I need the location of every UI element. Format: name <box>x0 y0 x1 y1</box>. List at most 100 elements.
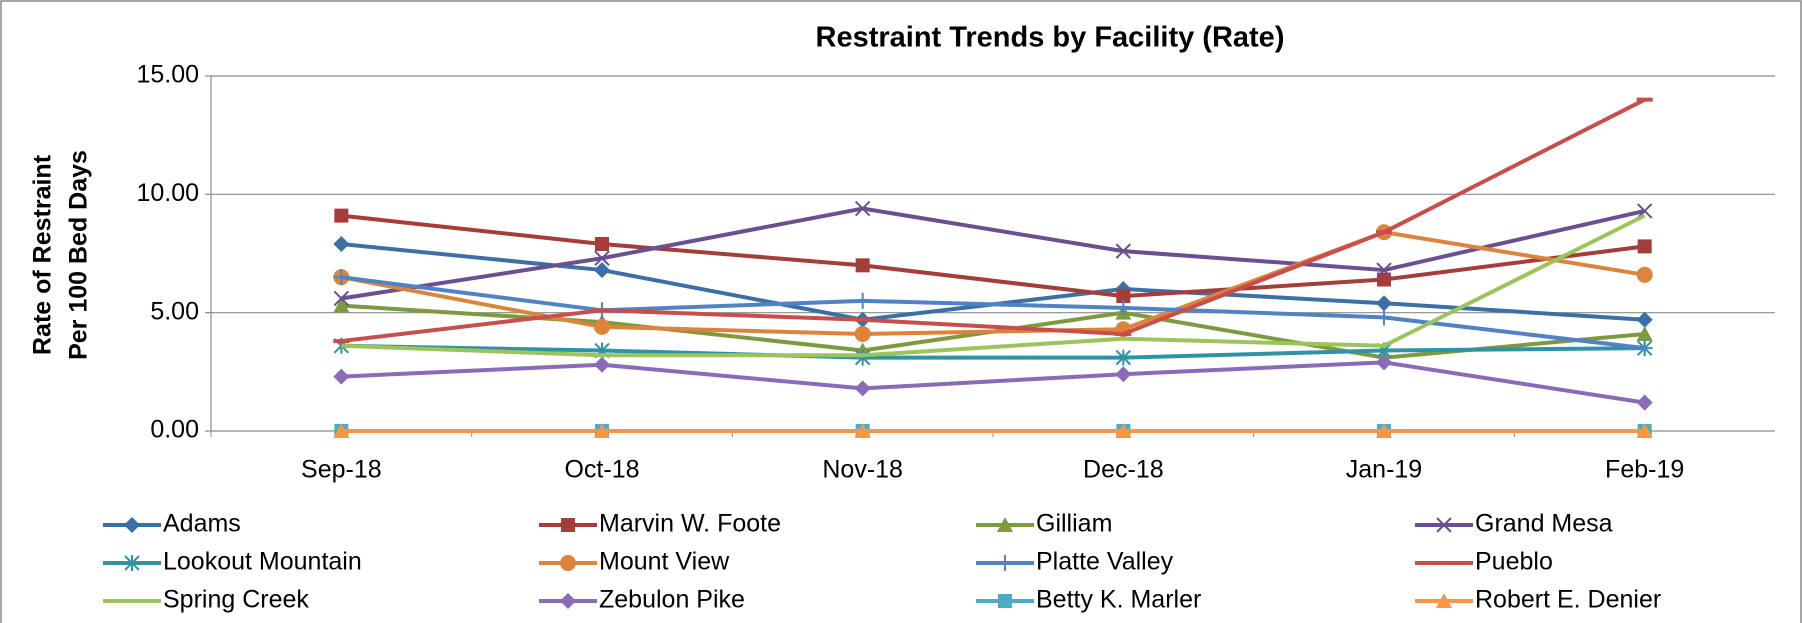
marker <box>854 292 871 309</box>
marker <box>1376 309 1392 326</box>
x-tick-label: Nov-18 <box>822 456 903 484</box>
marker <box>594 318 610 335</box>
marker <box>1376 423 1392 438</box>
marker <box>1636 394 1653 411</box>
series-line <box>341 213 1645 299</box>
series <box>333 200 1653 307</box>
marker <box>1636 203 1653 219</box>
marker <box>124 555 140 571</box>
marker <box>333 290 350 307</box>
legend-item: Pueblo <box>1415 548 1553 576</box>
marker <box>333 236 350 253</box>
series <box>334 208 1652 304</box>
series-line <box>341 360 1645 405</box>
marker <box>334 208 349 223</box>
legend-label: Pueblo <box>1475 548 1553 576</box>
marker <box>1115 423 1132 438</box>
marker <box>1436 593 1452 608</box>
y-tick-label: 15.00 <box>136 61 199 89</box>
legend-label: Mount View <box>599 548 730 576</box>
legend-item: Robert E. Denier <box>1415 586 1661 614</box>
marker <box>1377 272 1391 287</box>
series-line <box>341 213 1646 358</box>
series-line <box>341 97 1646 344</box>
x-tick-label: Sep-18 <box>301 456 382 484</box>
legend-item: Zebulon Pike <box>539 586 745 614</box>
chart-title: Restraint Trends by Facility (Rate) <box>816 22 1285 54</box>
y-tick-label: 10.00 <box>136 179 199 207</box>
x-tick-label: Dec-18 <box>1083 456 1164 484</box>
series <box>333 354 1653 411</box>
marker <box>1115 243 1132 259</box>
marker <box>1636 423 1653 438</box>
series-line <box>341 343 1645 360</box>
legend-item: Lookout Mountain <box>103 548 362 576</box>
marker <box>1376 354 1392 371</box>
marker <box>561 518 575 532</box>
x-tick-label: Feb-19 <box>1605 456 1684 484</box>
marker <box>1376 262 1392 278</box>
y-axis-label: Rate of Restraint <box>29 154 57 355</box>
marker <box>998 594 1012 608</box>
legend-item: Platte Valley <box>976 548 1174 576</box>
legend-item: Grand Mesa <box>1415 510 1613 538</box>
marker <box>1116 289 1131 304</box>
series-line <box>340 230 1645 336</box>
series <box>333 423 1653 438</box>
legend-label: Platte Valley <box>1036 548 1174 576</box>
y-axis-label: Per 100 Bed Days <box>65 150 93 360</box>
marker <box>594 250 610 266</box>
series-line <box>341 206 1646 301</box>
marker <box>594 423 610 438</box>
marker <box>560 593 576 609</box>
marker <box>997 517 1013 532</box>
marker <box>1636 340 1653 357</box>
marker <box>595 237 609 252</box>
marker <box>854 423 871 438</box>
legend-item: Mount View <box>539 548 730 576</box>
marker <box>1115 299 1132 316</box>
legend-item: Gilliam <box>976 510 1112 538</box>
legend-label: Zebulon Pike <box>599 586 745 614</box>
series <box>333 97 1653 344</box>
marker <box>594 356 610 373</box>
marker <box>1436 517 1452 533</box>
y-tick-label: 5.00 <box>150 297 199 325</box>
marker <box>560 555 576 571</box>
legend-label: Gilliam <box>1036 510 1112 538</box>
marker <box>1636 311 1653 328</box>
marker <box>333 368 350 385</box>
marker <box>124 517 140 533</box>
marker <box>594 262 610 279</box>
legend-item: Adams <box>103 510 241 538</box>
legend-label: Betty K. Marler <box>1036 586 1201 614</box>
marker <box>1637 239 1652 254</box>
marker <box>333 423 350 438</box>
marker <box>1115 366 1132 383</box>
legend-item: Spring Creek <box>103 586 309 614</box>
legend-label: Grand Mesa <box>1475 510 1613 538</box>
marker <box>854 380 871 397</box>
series <box>341 213 1646 358</box>
legend-label: Marvin W. Foote <box>599 510 781 538</box>
marker <box>333 297 350 313</box>
x-tick-label: Oct-18 <box>564 456 639 484</box>
x-tick-label: Jan-19 <box>1346 456 1422 484</box>
y-tick-label: 0.00 <box>150 416 199 444</box>
marker <box>854 325 871 342</box>
legend-label: Spring Creek <box>163 586 309 614</box>
marker <box>1115 349 1132 366</box>
marker <box>1636 325 1653 341</box>
marker <box>1376 295 1392 312</box>
legend-label: Lookout Mountain <box>163 548 362 576</box>
legend-label: Adams <box>163 510 241 538</box>
marker <box>1636 266 1653 283</box>
legend-item: Betty K. Marler <box>976 586 1201 614</box>
marker <box>855 258 870 273</box>
legend-item: Marvin W. Foote <box>539 510 781 538</box>
marker <box>854 200 871 217</box>
legend-label: Robert E. Denier <box>1475 586 1661 614</box>
marker <box>333 269 350 286</box>
marker <box>997 555 1013 571</box>
